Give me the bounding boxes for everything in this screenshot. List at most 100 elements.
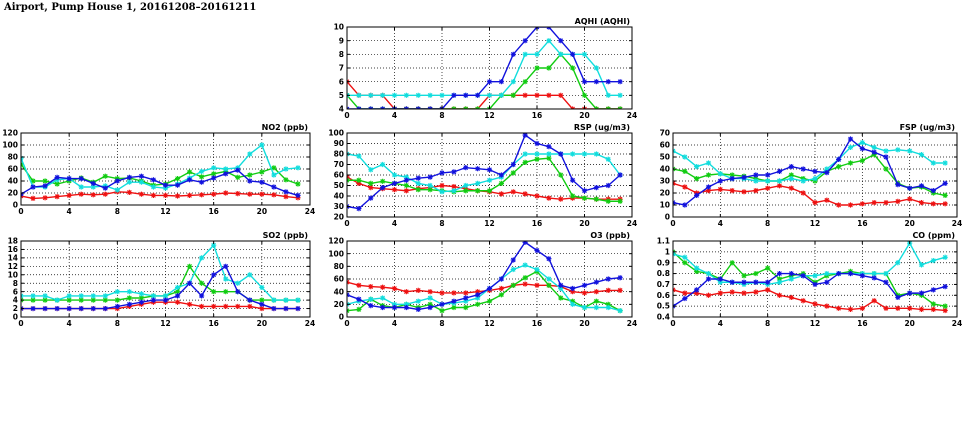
x-tick-label: 24	[627, 111, 637, 120]
data-point	[765, 279, 771, 285]
data-point	[522, 51, 528, 57]
data-point	[427, 174, 433, 180]
data-point	[150, 177, 157, 183]
chart-title: CO (ppm)	[912, 231, 955, 240]
series-1	[673, 287, 948, 314]
data-point	[510, 79, 516, 85]
data-point	[705, 270, 712, 277]
data-point	[247, 172, 253, 178]
data-point	[522, 133, 528, 138]
data-point	[162, 185, 169, 191]
data-point	[930, 287, 936, 293]
data-point	[356, 177, 362, 183]
data-point	[174, 284, 181, 291]
data-point	[918, 306, 925, 312]
chart-title: AQHI (AQHI)	[575, 17, 630, 26]
data-point	[717, 186, 723, 192]
x-tick-label: 0	[18, 207, 23, 216]
y-tick-label: 10	[334, 23, 344, 32]
data-point	[403, 188, 409, 194]
data-point	[800, 273, 806, 279]
data-point	[788, 176, 794, 182]
data-point	[522, 241, 528, 245]
data-point	[403, 301, 409, 307]
data-point	[847, 270, 854, 277]
data-point	[776, 279, 783, 285]
y-tick-label: 70	[660, 129, 670, 138]
data-point	[138, 179, 145, 185]
data-point	[694, 268, 700, 274]
data-point	[30, 293, 36, 299]
data-point	[54, 174, 60, 180]
data-point	[486, 298, 493, 304]
data-point	[463, 298, 469, 304]
data-point	[942, 192, 948, 198]
data-point	[871, 298, 877, 304]
data-point	[593, 298, 599, 304]
data-point	[510, 92, 516, 98]
data-point	[510, 161, 516, 168]
data-point	[427, 295, 433, 301]
data-point	[682, 184, 688, 190]
page-title: Airport, Pump House 1, 20161208–20161211	[4, 2, 257, 13]
data-point	[581, 195, 588, 201]
data-point	[918, 183, 925, 189]
y-tick-label: 20	[660, 189, 670, 198]
data-point	[391, 285, 398, 292]
data-point	[776, 178, 783, 184]
y-tick-label: 4	[13, 296, 18, 305]
data-point	[391, 187, 398, 193]
data-point	[391, 304, 398, 311]
data-point	[380, 295, 386, 301]
x-tick-label: 4	[67, 319, 72, 328]
data-point	[570, 151, 576, 157]
data-point	[895, 294, 901, 301]
data-point	[380, 185, 386, 191]
data-point	[605, 304, 611, 311]
data-point	[593, 185, 599, 191]
data-point	[729, 289, 735, 295]
data-point	[235, 191, 241, 197]
data-point	[463, 182, 469, 189]
y-tick-label: 5	[339, 91, 344, 100]
data-point	[705, 160, 712, 166]
y-tick-label: 70	[334, 160, 344, 169]
data-point	[368, 167, 374, 173]
data-point	[199, 174, 205, 180]
data-point	[617, 275, 623, 281]
data-point	[717, 171, 723, 177]
x-tick-label: 16	[208, 319, 218, 328]
data-point	[558, 92, 564, 98]
series-3	[347, 151, 623, 195]
data-point	[186, 301, 193, 307]
data-point	[475, 292, 481, 298]
x-tick-label: 20	[579, 219, 589, 228]
data-point	[907, 148, 913, 154]
x-tick-label: 12	[484, 111, 494, 120]
data-point	[211, 191, 217, 197]
series-line	[347, 81, 621, 109]
data-point	[498, 79, 504, 85]
data-point	[717, 276, 723, 282]
y-tick-label: 80	[334, 262, 344, 271]
data-point	[475, 166, 481, 172]
chart-title: RSP (ug/m3)	[574, 123, 630, 132]
data-point	[729, 176, 735, 182]
data-point	[534, 247, 540, 254]
series-3	[673, 140, 948, 184]
x-tick-label: 4	[392, 111, 397, 120]
data-point	[126, 174, 132, 180]
data-point	[812, 168, 818, 174]
data-point	[824, 303, 830, 309]
data-point	[570, 193, 576, 199]
data-point	[836, 270, 842, 277]
y-tick-label: 0	[13, 313, 18, 322]
data-point	[138, 173, 145, 179]
data-point	[812, 200, 818, 206]
data-point	[54, 305, 60, 312]
data-point	[558, 38, 564, 44]
data-point	[439, 290, 445, 296]
data-point	[415, 306, 421, 312]
x-tick-label: 16	[532, 111, 542, 120]
data-point	[150, 192, 157, 198]
